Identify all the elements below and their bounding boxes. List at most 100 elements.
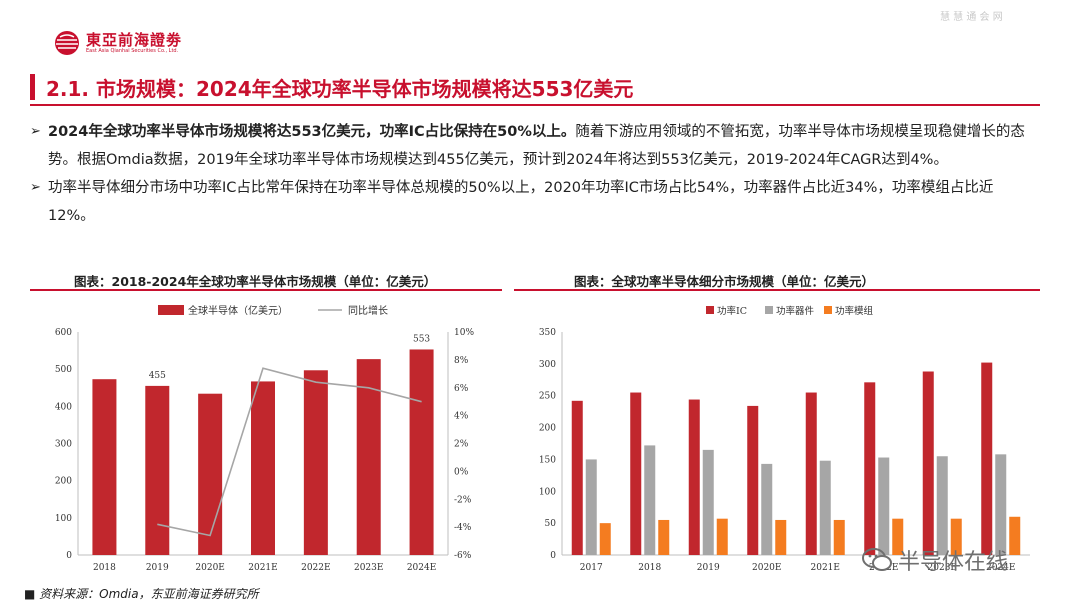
arrow-bullet-icon: ➢	[30, 180, 41, 195]
x-tick-label: 2023E	[928, 563, 957, 573]
bar-power-device	[585, 459, 597, 555]
legend-label: 功率IC	[717, 305, 747, 317]
bar-power-module	[658, 519, 670, 555]
y-tick-label: 200	[55, 477, 72, 487]
left-chart-title: 图表：2018-2024年全球功率半导体市场规模（单位：亿美元）	[74, 274, 437, 289]
y-tick-label: 300	[55, 440, 72, 450]
title-accent	[30, 74, 35, 100]
right-chart-title: 图表：全球功率半导体细分市场规模（单位：亿美元）	[574, 274, 875, 289]
wechat-icon	[862, 547, 892, 573]
data-label: 455	[149, 371, 166, 381]
bar-power-ic	[630, 392, 642, 555]
company-logo: 東亞前海證劵 East Asia Qianhai Securities Co.,…	[54, 30, 182, 56]
y2-tick-label: -6%	[454, 551, 472, 561]
page-title: 2.1. 市场规模：2024年全球功率半导体市场规模将达553亿美元	[46, 77, 634, 101]
bar-power-module	[716, 518, 728, 555]
legend-label-bar: 全球半导体（亿美元）	[188, 304, 288, 317]
bar-power-ic	[747, 405, 759, 555]
legend-label: 功率模组	[835, 305, 874, 317]
bar-power-device	[819, 460, 831, 555]
bar-market-size	[356, 359, 381, 555]
y2-tick-label: -4%	[454, 523, 472, 533]
data-label: 553	[413, 334, 430, 344]
y-tick-label: 350	[539, 328, 556, 338]
right-grouped-bar-chart: 0 50 100 150 200 250 300 350 2017 2018 2019 2020E 20…	[539, 305, 1030, 573]
bar-power-device	[878, 457, 890, 555]
arrow-bullet-icon: ➢	[30, 124, 41, 139]
bar-power-ic	[571, 400, 583, 555]
x-tick-label: 2021E	[248, 563, 277, 573]
x-tick-label: 2019	[697, 563, 720, 573]
x-tick-label: 2019	[146, 563, 169, 573]
source-text: 资料来源：Omdia，东亚前海证券研究所	[39, 587, 259, 601]
growth-rate-line	[157, 367, 422, 537]
bullet-item-2: ➢ 功率半导体细分市场中功率IC占比常年保持在功率半导体总规模的50%以上，20…	[30, 174, 1040, 230]
bar-market-size	[303, 370, 328, 555]
bullet-1-bold: 2024年全球功率半导体市场规模将达553亿美元，功率IC占比保持在50%以上。	[48, 124, 576, 140]
left-combo-chart: 0 100 200 300 400 500 600 -6% -4% -2% 0% 2% 4% 6% 8% 10…	[55, 304, 475, 573]
bar-power-ic	[688, 399, 700, 555]
bar-market-size	[145, 385, 170, 555]
y2-tick-label: 6%	[454, 384, 469, 394]
y2-tick-label: 4%	[454, 412, 469, 422]
bar-power-device	[936, 456, 948, 555]
y-tick-label: 400	[55, 402, 72, 412]
top-watermark: 慧 慧 通 会 网	[940, 12, 1003, 23]
bar-power-module	[833, 519, 845, 555]
bar-market-size	[198, 393, 223, 555]
logo-english-name: East Asia Qianhai Securities Co., Ltd.	[86, 47, 179, 54]
bar-power-ic	[805, 392, 817, 555]
bar-power-module	[599, 523, 611, 555]
bottom-watermark: 半导体在线	[862, 544, 1008, 576]
bar-power-ic	[981, 362, 993, 555]
bullet-1-text: 随着下游应用领域的不管拓宽，功率半导体市场规模呈现稳健增长的态势。根据Omdia…	[48, 124, 1025, 168]
bar-market-size	[409, 349, 434, 555]
bar-power-ic	[864, 382, 876, 555]
y2-tick-label: 2%	[454, 440, 469, 450]
y-tick-label: 0	[550, 551, 556, 561]
left-chart-rule	[30, 289, 502, 291]
y-tick-label: 100	[55, 514, 72, 524]
x-tick-label: 2018	[638, 563, 661, 573]
bar-power-module	[775, 519, 787, 555]
y-tick-label: 0	[66, 551, 72, 561]
legend-swatch-bar	[158, 305, 184, 315]
bar-power-module	[950, 518, 962, 555]
bar-power-device	[644, 445, 656, 555]
y-tick-label: 100	[539, 487, 556, 497]
legend-swatch-0	[706, 306, 714, 314]
y-tick-label: 200	[539, 424, 556, 434]
y-tick-label: 50	[545, 519, 557, 529]
x-tick-label: 2020E	[752, 563, 781, 573]
x-tick-label: 2024E	[986, 563, 1015, 573]
x-tick-label: 2023E	[354, 563, 383, 573]
logo-globe-icon	[54, 30, 80, 56]
y-tick-label: 500	[55, 365, 72, 375]
x-tick-label: 2020E	[195, 563, 224, 573]
x-tick-label: 2021E	[811, 563, 840, 573]
y2-tick-label: -2%	[454, 495, 472, 505]
x-tick-label: 2022E	[301, 563, 330, 573]
x-tick-label: 2018	[93, 563, 116, 573]
y2-tick-label: 8%	[454, 356, 469, 366]
y-tick-label: 250	[539, 392, 556, 402]
bar-market-size	[251, 381, 275, 555]
bar-power-device	[761, 463, 773, 555]
header: 東亞前海證劵 East Asia Qianhai Securities Co.,…	[0, 0, 1080, 64]
bar-power-device	[702, 449, 714, 555]
x-tick-label: 2017	[580, 563, 603, 573]
bar-power-device	[995, 454, 1007, 555]
watermark-text: 半导体在线	[898, 550, 1009, 575]
y-tick-label: 300	[539, 360, 556, 370]
y2-tick-label: 0%	[454, 467, 469, 477]
legend-label: 功率器件	[776, 305, 815, 317]
bar-market-size	[92, 379, 117, 555]
bullet-2-text: 功率半导体细分市场中功率IC占比常年保持在功率半导体总规模的50%以上，2020…	[48, 180, 994, 224]
bar-power-module	[892, 518, 904, 555]
legend-swatch-2	[824, 306, 832, 314]
y2-tick-label: 10%	[454, 328, 474, 338]
legend-swatch-1	[765, 306, 773, 314]
x-tick-label: 2024E	[407, 563, 436, 573]
bar-power-ic	[922, 371, 934, 555]
y-tick-label: 600	[55, 328, 72, 338]
